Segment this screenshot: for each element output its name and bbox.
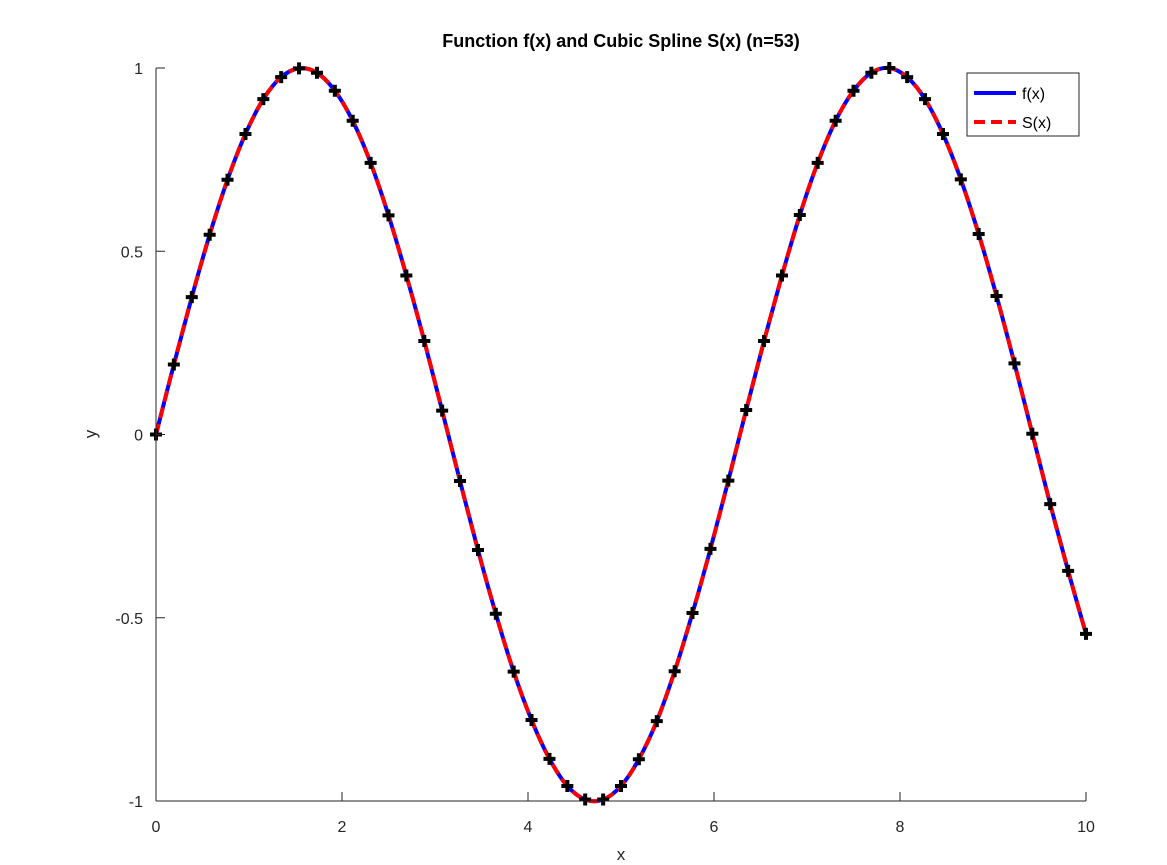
y-tick-label-2: 0 bbox=[134, 428, 143, 445]
y-tick-label-3: 0.5 bbox=[121, 244, 143, 261]
plot-area: 0 2 4 6 8 10 -1 -0.5 0 0.5 1 bbox=[115, 61, 1095, 836]
x-tick-label-1: 2 bbox=[338, 819, 347, 836]
sample-point-39 bbox=[847, 84, 860, 97]
sample-point-17 bbox=[454, 475, 467, 488]
axes-layer: 0 2 4 6 8 10 -1 -0.5 0 0.5 1 bbox=[115, 61, 1095, 836]
sample-point-13 bbox=[382, 209, 395, 222]
legend-label-f: f(x) bbox=[1022, 86, 1045, 103]
sample-point-31 bbox=[704, 542, 717, 555]
sample-point-5 bbox=[239, 127, 252, 140]
sample-point-33 bbox=[740, 403, 753, 416]
sample-point-28 bbox=[650, 715, 663, 728]
sample-point-35 bbox=[775, 269, 788, 282]
sample-point-21 bbox=[525, 714, 538, 727]
sample-point-38 bbox=[829, 114, 842, 127]
sample-point-45 bbox=[954, 173, 967, 186]
y-tick-label-4: 1 bbox=[134, 61, 143, 78]
sample-point-50 bbox=[1044, 498, 1057, 511]
sample-point-37 bbox=[811, 156, 824, 169]
y-axis-label: y bbox=[81, 429, 100, 438]
chart-title: Function f(x) and Cubic Spline S(x) (n=5… bbox=[442, 31, 800, 51]
sample-point-47 bbox=[990, 289, 1003, 302]
sample-point-27 bbox=[632, 753, 645, 766]
x-tick-label-4: 8 bbox=[896, 819, 905, 836]
x-axis-label: x bbox=[617, 845, 626, 864]
sample-point-18 bbox=[471, 543, 484, 556]
sample-point-51 bbox=[1062, 564, 1075, 577]
sample-point-30 bbox=[686, 606, 699, 619]
y-tick-label-1: -0.5 bbox=[115, 611, 143, 628]
legend-box bbox=[966, 72, 1080, 137]
sample-point-44 bbox=[936, 127, 949, 140]
x-tick-label-0: 0 bbox=[152, 819, 161, 836]
sample-point-40 bbox=[865, 66, 878, 79]
x-tick-label-5: 10 bbox=[1077, 819, 1095, 836]
sample-point-12 bbox=[364, 156, 377, 169]
sample-point-2 bbox=[185, 291, 198, 304]
x-tick-label-2: 4 bbox=[524, 819, 533, 836]
sample-point-23 bbox=[561, 779, 574, 792]
sample-point-15 bbox=[418, 335, 431, 348]
sample-point-19 bbox=[489, 607, 502, 620]
sample-point-9 bbox=[310, 66, 323, 79]
sample-point-32 bbox=[722, 474, 735, 487]
sample-point-11 bbox=[346, 114, 359, 127]
sample-point-10 bbox=[328, 84, 341, 97]
sample-point-25 bbox=[597, 793, 610, 806]
sample-point-49 bbox=[1026, 427, 1039, 440]
sample-point-41 bbox=[883, 62, 896, 74]
sample-point-52 bbox=[1080, 627, 1092, 640]
sample-point-42 bbox=[901, 71, 914, 84]
sample-point-46 bbox=[972, 228, 985, 241]
sample-point-26 bbox=[615, 779, 627, 792]
sample-point-43 bbox=[919, 93, 932, 106]
sample-point-24 bbox=[579, 793, 592, 806]
sample-points-layer bbox=[150, 62, 1092, 806]
sample-point-6 bbox=[257, 93, 270, 106]
sample-point-16 bbox=[436, 404, 449, 417]
y-tick-label-0: -1 bbox=[129, 794, 143, 811]
sample-point-4 bbox=[221, 173, 234, 186]
sample-point-1 bbox=[167, 358, 180, 371]
sample-point-34 bbox=[758, 335, 771, 348]
sample-point-48 bbox=[1008, 357, 1021, 370]
sample-point-36 bbox=[793, 208, 806, 221]
sample-point-7 bbox=[275, 71, 288, 84]
sample-point-8 bbox=[293, 62, 306, 75]
legend: f(x) S(x) bbox=[966, 72, 1080, 137]
sample-point-3 bbox=[203, 228, 216, 241]
sample-point-22 bbox=[543, 752, 556, 765]
sample-point-20 bbox=[507, 665, 520, 678]
legend-label-s: S(x) bbox=[1022, 115, 1051, 132]
x-tick-label-3: 6 bbox=[710, 819, 719, 836]
sample-point-29 bbox=[668, 665, 681, 678]
sample-point-14 bbox=[400, 269, 413, 282]
